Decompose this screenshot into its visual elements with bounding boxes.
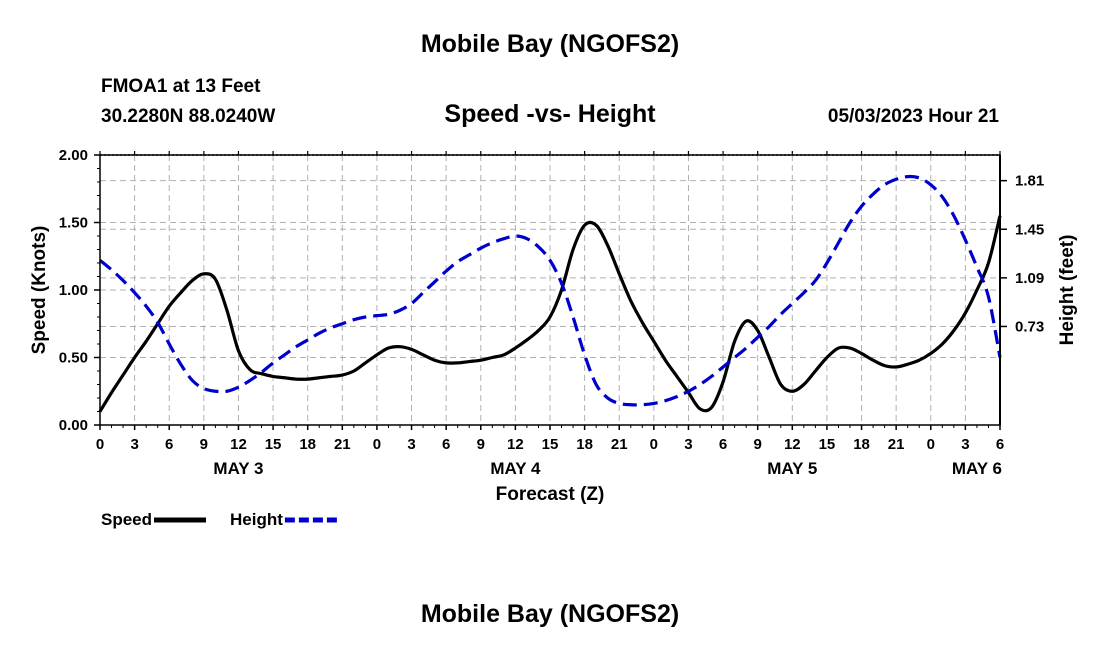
x-tick-label: 18 [853,436,870,453]
y2-tick-label: 1.81 [1015,173,1044,190]
x-day-label: MAY 5 [767,459,817,478]
x-tick-label: 6 [996,436,1004,453]
x-tick-label: 12 [507,436,524,453]
labels-layer: 0 3 6 9 12 15 18 21 0 3 6 9 12 15 18 21 0 3 6 9 12 15 18 21 0 3 6 M… [59,147,1044,478]
y-tick-label: 1.50 [59,215,88,232]
legend-label-speed: Speed [101,510,152,529]
series-layer [98,174,1002,413]
main-title: Mobile Bay (NGOFS2) [420,30,680,58]
station-label: FMOA1 at 13 Feet [101,76,261,97]
x-day-label: MAY 4 [490,459,541,478]
x-tick-label: 3 [130,436,138,453]
forecast-datetime: 05/03/2023 Hour 21 [827,106,999,127]
x-tick-label: 6 [719,436,727,453]
x-tick-label: 12 [784,436,801,453]
x-tick-label: 21 [888,436,905,453]
bottom-title: Mobile Bay (NGOFS2) [420,600,680,628]
x-tick-label: 0 [96,436,104,453]
y2-axis-title: Height (feet) [1057,235,1078,346]
y-tick-label: 1.00 [59,282,88,299]
y2-tick-label: 1.09 [1015,270,1044,287]
x-axis-title: Forecast (Z) [496,484,605,505]
y-tick-label: 0.00 [59,417,88,434]
x-tick-label: 3 [407,436,415,453]
x-tick-label: 9 [477,436,485,453]
y-axis-title: Speed (Knots) [29,226,50,355]
x-tick-label: 3 [961,436,969,453]
x-tick-label: 6 [165,436,173,453]
x-tick-label: 15 [265,436,282,453]
x-tick-label: 9 [200,436,208,453]
y-tick-label: 0.50 [59,350,88,367]
x-tick-label: 15 [542,436,559,453]
chart-subtitle: Speed -vs- Height [444,100,656,128]
x-tick-label: 3 [684,436,692,453]
x-tick-label: 21 [611,436,628,453]
series-line-speed [98,215,1002,413]
x-tick-label: 0 [650,436,658,453]
x-day-label: MAY 3 [213,459,263,478]
ticks-layer [94,151,1007,430]
series-line-height [98,174,1002,407]
x-tick-label: 0 [927,436,935,453]
legend: Speed Height [101,510,337,529]
grid-layer [100,155,1000,425]
y2-tick-label: 0.73 [1015,318,1044,335]
station-coordinates: 30.2280N 88.0240W [101,106,276,127]
x-day-label: MAY 6 [952,459,1002,478]
x-tick-label: 6 [442,436,450,453]
x-tick-label: 18 [299,436,316,453]
x-tick-label: 12 [230,436,247,453]
y2-tick-label: 1.45 [1015,221,1044,238]
x-tick-label: 18 [576,436,593,453]
y-tick-label: 2.00 [59,147,88,164]
x-tick-label: 21 [334,436,351,453]
x-tick-label: 0 [373,436,381,453]
x-tick-label: 15 [819,436,836,453]
legend-label-height: Height [230,510,283,529]
x-tick-label: 9 [754,436,762,453]
